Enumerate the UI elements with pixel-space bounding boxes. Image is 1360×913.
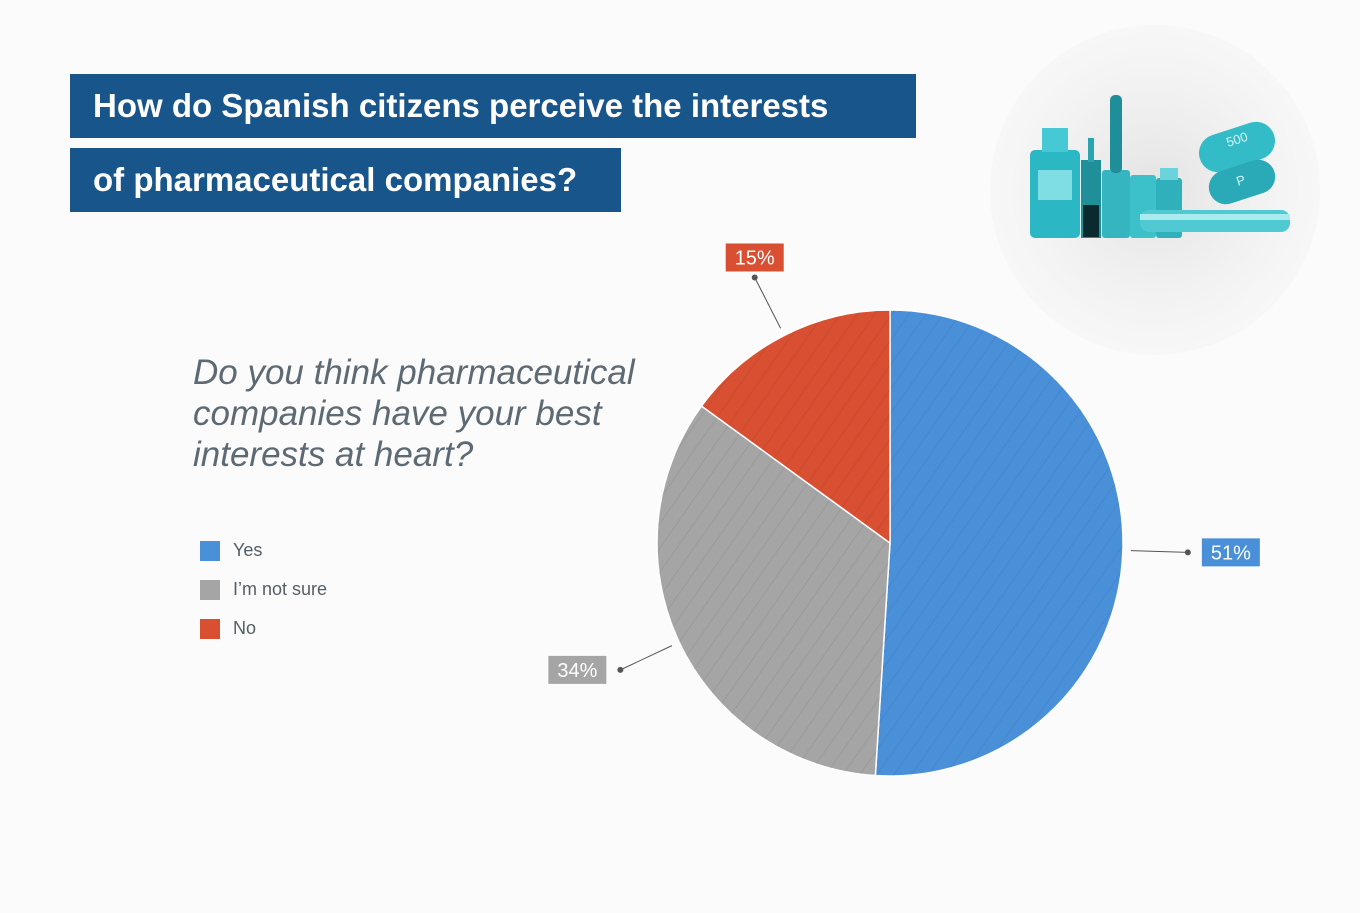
legend-swatch-no: [200, 618, 220, 639]
legend: Yes I’m not sure No: [200, 531, 327, 648]
data-label-badge-yes: [1201, 538, 1260, 567]
data-label-no: 15%: [735, 247, 775, 269]
data-label-badge-no: [725, 243, 784, 272]
leader-line-i-m-not-sure: [620, 645, 673, 671]
legend-item-yes: Yes: [200, 531, 327, 570]
data-label-i-m-not-sure: 34%: [557, 660, 597, 682]
pill-text-500: 500: [1224, 129, 1249, 150]
legend-item-no: No: [200, 609, 327, 648]
legend-swatch-yes: [200, 540, 220, 561]
pie-data-labels: 51% 34% 15%: [548, 243, 1260, 684]
pie-slice-texture-yes: [875, 310, 1124, 776]
pie-slices: [656, 309, 1124, 777]
pie-slice-texture-no: [701, 310, 890, 543]
leader-dot-yes: [1184, 549, 1191, 556]
legend-label-no: No: [233, 618, 257, 638]
legend-item-not-sure: I’m not sure: [200, 570, 327, 609]
title-line-2: of pharmaceutical companies?: [70, 148, 622, 212]
title-line-1: How do Spanish citizens perceive the int…: [70, 74, 916, 138]
leader-dot-no: [751, 274, 758, 281]
leader-line-yes: [1130, 550, 1188, 553]
data-label-yes: 51%: [1211, 542, 1251, 564]
pie-slice-texture-i-m-not-sure: [657, 406, 890, 776]
legend-label-not-sure: I’m not sure: [233, 579, 328, 599]
leader-dot-i-m-not-sure: [617, 666, 624, 673]
leader-line-no: [754, 277, 782, 329]
legend-swatch-not-sure: [200, 579, 220, 600]
pharmaceutical-vials-pills-icon: 500 P: [990, 25, 1320, 355]
survey-question: Do you think pharmaceutical companies ha…: [193, 353, 635, 474]
data-label-badge-i-m-not-sure: [548, 655, 607, 684]
legend-label-yes: Yes: [233, 540, 263, 560]
